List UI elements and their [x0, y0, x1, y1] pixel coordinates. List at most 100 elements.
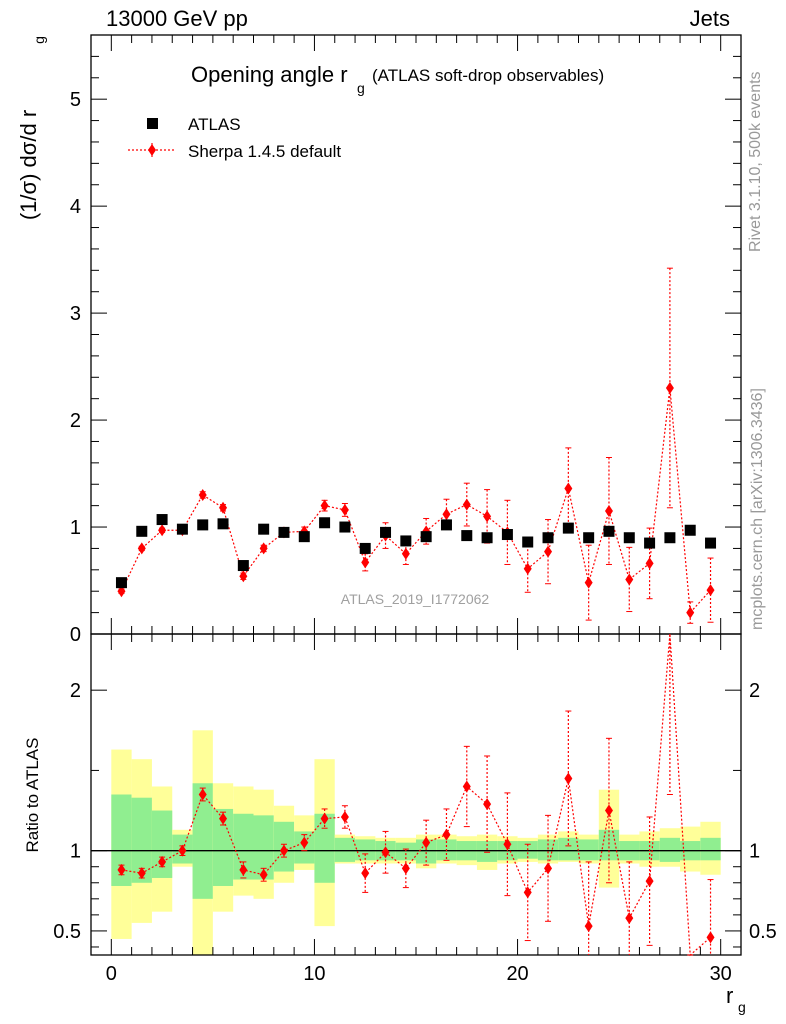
data-point [258, 523, 270, 535]
ratio-point [503, 838, 512, 851]
data-point [542, 532, 554, 544]
ratio-point [401, 862, 410, 875]
legend-mc-marker [148, 144, 156, 156]
analysis-watermark: ATLAS_2019_I1772062 [341, 591, 490, 607]
band-stat-bin [659, 837, 681, 862]
mc-point [604, 504, 613, 517]
ratio-point [117, 863, 126, 876]
chart-title-sub: g [357, 80, 365, 96]
ratio-y-label: Ratio to ATLAS [23, 738, 42, 853]
mc-point [462, 498, 471, 511]
mc-line [120, 387, 711, 615]
mc-point [219, 501, 228, 514]
legend-mc-label: Sherpa 1.4.5 default [188, 142, 341, 161]
ratio-series [117, 633, 715, 957]
data-point [217, 518, 229, 530]
ratio-line [121, 633, 711, 957]
mc-series [117, 267, 715, 624]
band-stat-bin [700, 837, 721, 861]
band-stat-bin [334, 837, 356, 862]
ratio-point [462, 780, 471, 793]
data-point [644, 537, 656, 549]
ratio-point [300, 836, 309, 849]
y-tick-label: 4 [70, 196, 81, 218]
y-tick-label: 2 [70, 410, 81, 432]
mc-point [158, 524, 167, 537]
chart-title-suffix: (ATLAS soft-drop observables) [372, 66, 604, 85]
ratio-point [178, 844, 187, 857]
ratio-point [158, 855, 167, 868]
data-point [237, 560, 249, 572]
data-point [623, 532, 635, 544]
ratio-point [584, 920, 593, 933]
ratio-point [259, 868, 268, 881]
y-tick-label: 5 [70, 89, 81, 111]
mc-point [625, 573, 634, 586]
mc-point [239, 570, 248, 583]
y-tick-label: 1 [70, 517, 81, 539]
data-point [583, 532, 595, 544]
chart-title: Opening angle r [191, 62, 348, 87]
ratio-point [340, 810, 349, 823]
data-point [440, 519, 452, 531]
ratio-point [198, 788, 207, 801]
ratio-point [544, 862, 553, 875]
band-stat-bin [395, 842, 416, 861]
ratio-point [239, 863, 248, 876]
data-point [603, 525, 615, 537]
y-tick-label: 0 [70, 624, 81, 646]
x-tick-label: 0 [106, 963, 117, 985]
mc-point [117, 585, 126, 598]
band-stat-bin [355, 839, 376, 861]
y-axis-label-sub: g [31, 36, 47, 44]
data-point [359, 542, 371, 554]
data-point [400, 535, 412, 547]
ratio-y-tick-label: 2 [70, 680, 81, 702]
x-tick-label: 30 [710, 963, 732, 985]
data-point [115, 577, 127, 589]
band-stat-bin [578, 839, 599, 861]
data-point [197, 519, 209, 531]
mcplots-label: mcplots.cern.ch [arXiv:1306.3436] [749, 388, 766, 630]
legend-data-label: ATLAS [188, 115, 241, 134]
x-axis-label-sub: g [738, 999, 746, 1015]
y-tick-label: 3 [70, 303, 81, 325]
legend: ATLAS Sherpa 1.4.5 default [128, 115, 341, 161]
x-tick-label: 20 [506, 963, 528, 985]
data-point [420, 531, 432, 543]
x-tick-label: 10 [303, 963, 325, 985]
y-axis-label-text: (1/σ) dσ/d r [16, 110, 41, 220]
data-point [339, 521, 351, 533]
data-point [136, 525, 148, 537]
data-point [298, 531, 310, 543]
legend-data-marker [147, 118, 158, 129]
band-stat-bin [476, 841, 498, 862]
data-point [501, 529, 513, 541]
ratio-point [564, 772, 573, 785]
band-stat-bin [558, 837, 579, 861]
mc-point [442, 508, 451, 521]
mc-point [137, 542, 146, 555]
header-right: Jets [689, 6, 730, 31]
ratio-point [279, 844, 288, 857]
band-stat-bin [151, 810, 173, 878]
ratio-point [442, 828, 451, 841]
ratio-point [483, 798, 492, 811]
mc-point [259, 542, 268, 555]
ratio-point [381, 846, 390, 859]
y-axis-label: (1/σ) dσ/d r g [16, 36, 47, 220]
ratio-frame [90, 633, 742, 956]
data-point [461, 530, 473, 542]
data-point [522, 536, 534, 548]
ratio-y-label-text: Ratio to ATLAS [23, 738, 42, 853]
data-point [705, 537, 717, 549]
ratio-point [422, 836, 431, 849]
mc-point [706, 584, 715, 597]
data-series [115, 514, 717, 589]
mc-point [401, 547, 410, 560]
ratio-point [523, 886, 532, 899]
band-stat-bin [212, 808, 234, 886]
ratio-point [320, 812, 329, 825]
data-point [176, 523, 188, 535]
